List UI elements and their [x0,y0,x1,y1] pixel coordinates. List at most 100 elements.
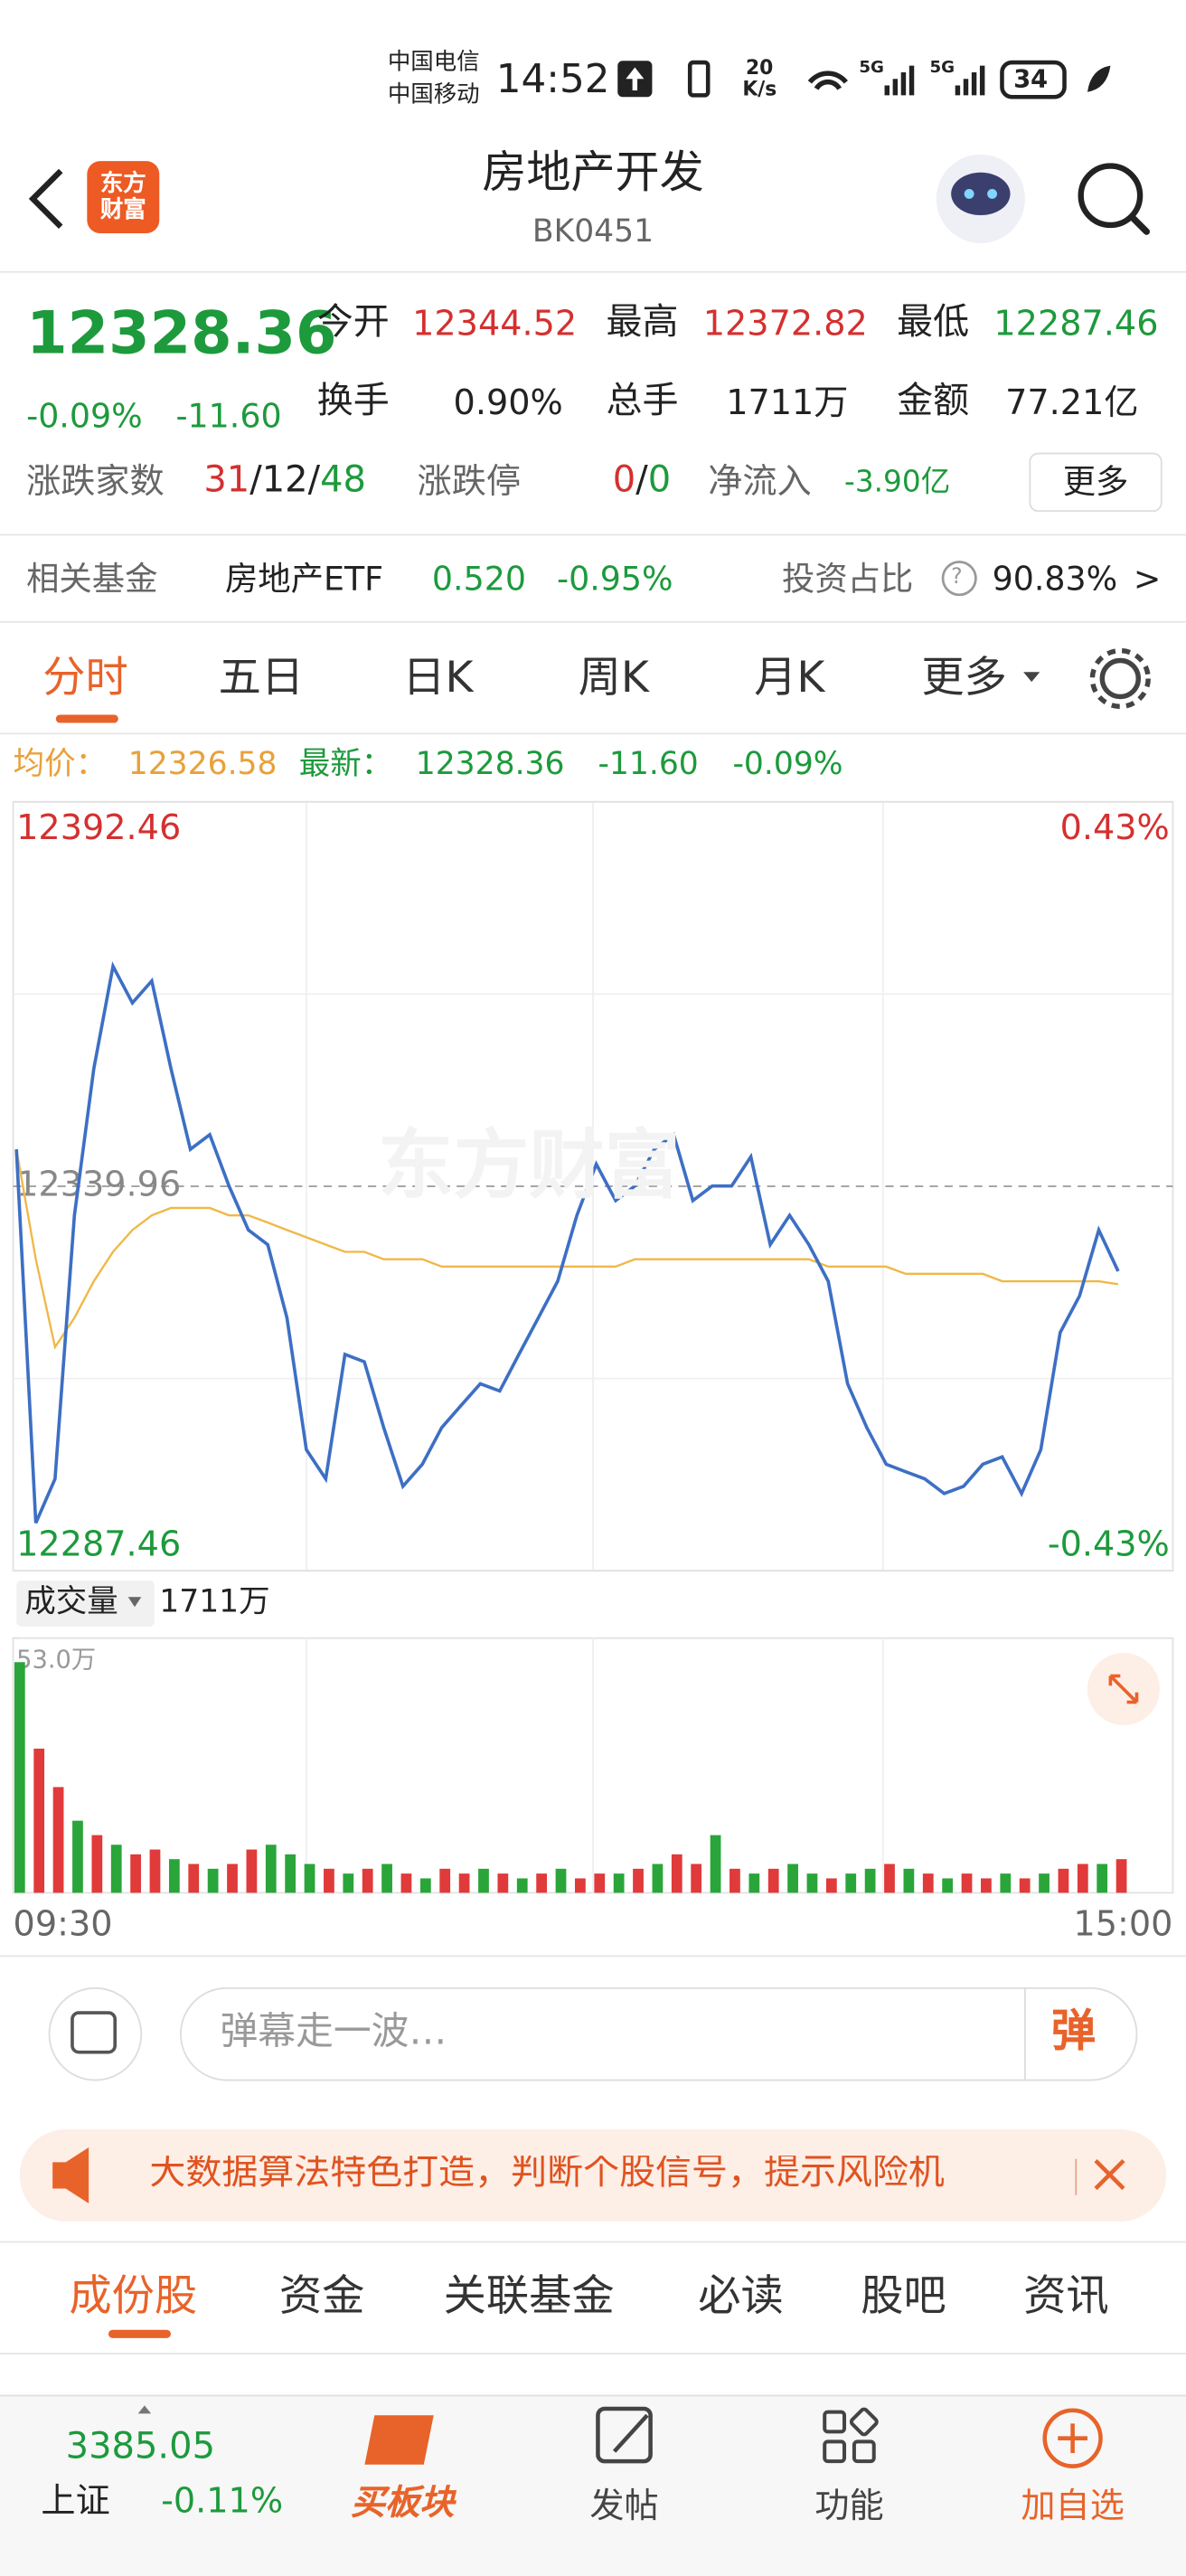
volume-bar [52,1787,64,1893]
send-danmaku[interactable]: 弹 [1050,2005,1097,2058]
volume-bar [188,1864,200,1893]
section-tab[interactable]: 资讯 [1023,2272,1109,2322]
volume-bar [516,1878,528,1893]
y-tick-label: 12392.46 [16,807,181,847]
signal-icon [884,65,915,96]
arrow[interactable]: > [1133,558,1162,599]
volume-bar [1097,1864,1108,1893]
nav-item[interactable]: 功能 [814,2486,884,2525]
index-value[interactable]: 3385.05 [65,2426,216,2468]
close-icon[interactable] [1094,2158,1125,2191]
volume-bar [381,1864,392,1893]
buy-sector-icon[interactable] [364,2415,434,2465]
volume-bar [227,1864,238,1893]
add-watchlist-icon[interactable] [1042,2408,1103,2468]
more-button[interactable] [1029,452,1162,513]
x-tick-label: 15:00 [1073,1904,1173,1944]
placeholder[interactable]: 弹幕走一波… [220,2011,447,2054]
volume-bar [14,1662,25,1893]
nav-item[interactable]: 发帖 [589,2486,659,2525]
chart-tab[interactable]: 日K [402,654,474,703]
settings-teeth [1089,647,1151,710]
post-icon[interactable] [596,2406,653,2464]
vibrate-icon [687,60,711,98]
chart-tab[interactable]: 五日 [218,654,305,703]
section-tab[interactable]: 资金 [278,2272,365,2322]
price-line [14,961,1120,1524]
stat-value: 1711万 [726,382,849,423]
stat-label: 换手 [316,381,390,423]
y-tick-label: 12287.46 [16,1524,181,1563]
volume-title[interactable]: 成交量 [24,1583,118,1620]
volume-bar [439,1868,451,1893]
search-icon[interactable] [1078,163,1144,229]
battery-icon [1000,60,1067,99]
stat-label: 金额 [897,381,970,423]
function-icon[interactable] [823,2407,879,2464]
volume-bar [168,1859,180,1893]
section-tab[interactable]: 必读 [698,2272,784,2322]
volume-bar [362,1868,373,1893]
tab-underline [108,2329,171,2338]
limit-down: 0 [647,459,672,502]
chart-tab[interactable]: 更多 [921,654,1007,703]
change: -11.60 [598,745,699,782]
index-change[interactable]: -0.11% [161,2480,284,2521]
plus [1058,2423,1087,2454]
upload-arrow [626,67,645,90]
signal-icon [955,65,985,96]
help-icon[interactable] [941,561,977,597]
avg-price: 12326.58 [127,745,278,782]
volume-bar [265,1845,277,1893]
stat-label: 总手 [606,381,679,423]
clock: 14:52 [495,55,610,102]
section-tab[interactable]: 关联基金 [443,2272,615,2322]
settings-icon[interactable] [1099,657,1142,700]
stat-value: 12287.46 [993,304,1159,344]
leaf-icon [1087,65,1111,92]
banner-text[interactable]: 大数据算法特色打造，判断个股信号，提示风险机 [149,2156,945,2193]
separator: / [307,459,321,502]
volume-bar [845,1873,857,1893]
volume-bar [594,1873,606,1893]
volume-bar [33,1748,45,1893]
volume-selector[interactable] [16,1581,155,1628]
back-icon[interactable] [28,168,63,230]
volume-bar [748,1873,760,1893]
fund-name[interactable]: 房地产ETF [224,558,384,599]
note-icon [71,2011,118,2054]
more-label[interactable]: 更多 [1062,461,1129,502]
banner-bg[interactable] [19,2129,1167,2222]
chart-tab[interactable]: 分时 [42,654,128,703]
chart-tab[interactable]: 月K [754,654,825,703]
chart-tab[interactable]: 周K [578,654,649,703]
nav-item[interactable]: 买板块 [350,2482,455,2523]
note-button[interactable] [48,1986,143,2081]
expand-caret [137,2405,152,2414]
divider [0,620,1186,623]
pencil [612,2413,649,2453]
carrier: 中国移动 [387,81,480,109]
nav-item[interactable]: 加自选 [1021,2486,1125,2525]
wifi-icon [807,71,848,90]
divider [0,2353,1186,2355]
limit-up: 0 [612,459,636,502]
grid-cell [823,2410,847,2434]
divider [0,1955,1186,1958]
volume-bar [613,1873,625,1893]
section-tab[interactable]: 股吧 [861,2272,946,2322]
stat-value: 77.21亿 [1005,382,1139,423]
stat-label: 今开 [316,302,390,344]
volume-bar [91,1835,103,1893]
comment-input[interactable] [179,1986,1138,2081]
volume-bar [458,1873,470,1893]
index-name[interactable]: 上证 [41,2480,110,2521]
ratio-label: 投资占比 [781,558,914,599]
down-count: 48 [320,459,366,502]
section-tab[interactable]: 成份股 [69,2272,198,2322]
volume-bar [942,1878,954,1893]
volume-bar [72,1820,83,1893]
volume-bar [1019,1878,1031,1893]
